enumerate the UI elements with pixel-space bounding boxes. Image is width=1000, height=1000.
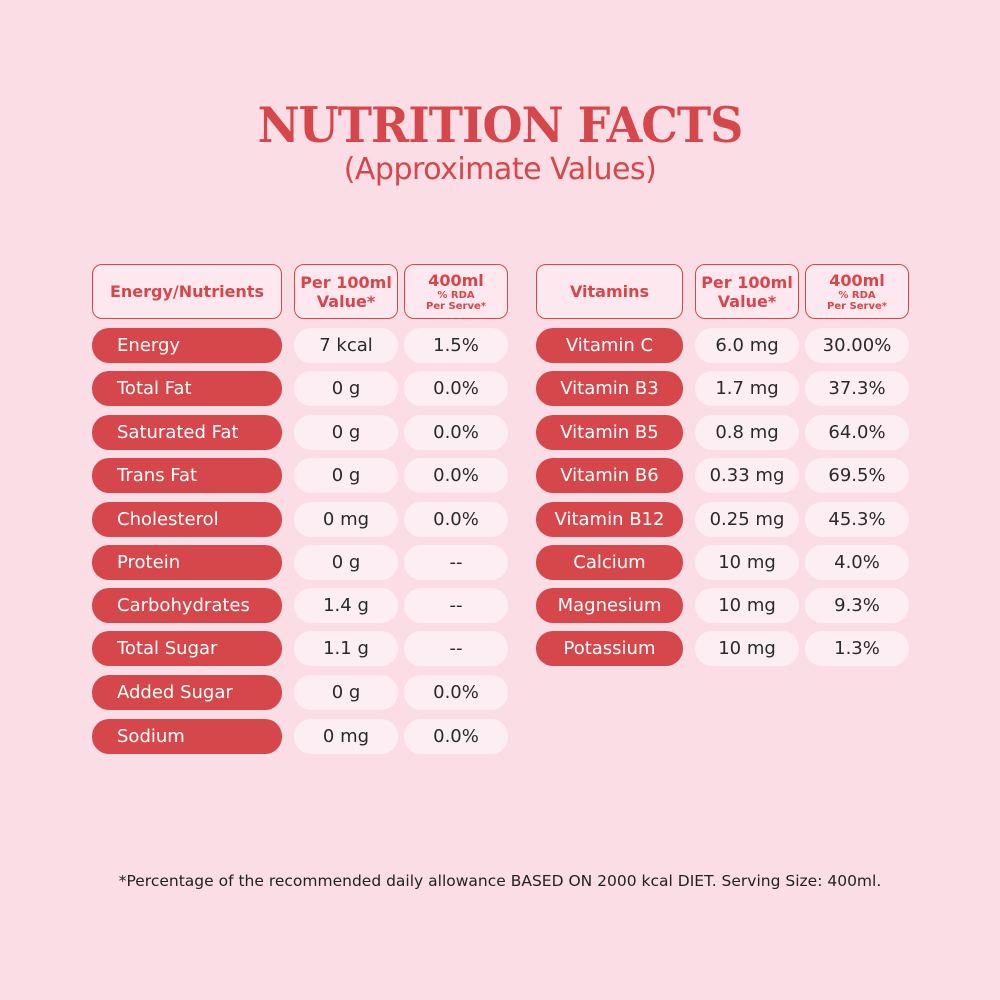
- left-row-name: Cholesterol: [92, 502, 282, 537]
- right-header-nutrient: Vitamins: [536, 264, 683, 319]
- left-header-rda: 400ml % RDA Per Serve*: [404, 264, 508, 319]
- left-row-rda: 0.0%: [404, 675, 508, 710]
- left-row-name: Protein: [92, 545, 282, 580]
- left-row-rda: 0.0%: [404, 371, 508, 406]
- left-row-per100: 0 g: [294, 371, 398, 406]
- left-row-per100: 0 g: [294, 458, 398, 493]
- left-row-per100: 1.4 g: [294, 588, 398, 623]
- right-row-name: Vitamin B6: [536, 458, 683, 493]
- right-row-name: Vitamin B12: [536, 502, 683, 537]
- right-row-name: Vitamin B5: [536, 415, 683, 450]
- left-row-per100: 1.1 g: [294, 631, 398, 666]
- left-row-per100: 0 g: [294, 545, 398, 580]
- left-row-rda: --: [404, 631, 508, 666]
- left-header-nutrient: Energy/Nutrients: [92, 264, 282, 319]
- right-row-per100: 10 mg: [695, 631, 799, 666]
- right-row-per100: 10 mg: [695, 588, 799, 623]
- right-row-rda: 1.3%: [805, 631, 909, 666]
- right-row-rda: 4.0%: [805, 545, 909, 580]
- right-header-per100: Per 100ml Value*: [695, 264, 799, 319]
- right-row-name: Magnesium: [536, 588, 683, 623]
- right-row-rda: 64.0%: [805, 415, 909, 450]
- left-row-rda: 0.0%: [404, 415, 508, 450]
- left-row-rda: 0.0%: [404, 719, 508, 754]
- right-header-rda: 400ml % RDA Per Serve*: [805, 264, 909, 319]
- left-row-rda: --: [404, 588, 508, 623]
- left-row-rda: 0.0%: [404, 502, 508, 537]
- right-row-per100: 10 mg: [695, 545, 799, 580]
- right-row-name: Calcium: [536, 545, 683, 580]
- page-title: NUTRITION FACTS: [257, 96, 744, 154]
- left-row-name: Saturated Fat: [92, 415, 282, 450]
- left-row-name: Carbohydrates: [92, 588, 282, 623]
- right-row-per100: 0.25 mg: [695, 502, 799, 537]
- left-row-name: Sodium: [92, 719, 282, 754]
- left-row-name: Added Sugar: [92, 675, 282, 710]
- left-row-rda: 0.0%: [404, 458, 508, 493]
- right-row-per100: 6.0 mg: [695, 328, 799, 363]
- left-row-rda: --: [404, 545, 508, 580]
- page-subtitle: (Approximate Values): [343, 152, 657, 187]
- right-row-name: Potassium: [536, 631, 683, 666]
- left-row-per100: 0 mg: [294, 502, 398, 537]
- right-row-name: Vitamin B3: [536, 371, 683, 406]
- right-row-per100: 1.7 mg: [695, 371, 799, 406]
- left-row-name: Energy: [92, 328, 282, 363]
- right-row-rda: 69.5%: [805, 458, 909, 493]
- left-row-per100: 0 g: [294, 675, 398, 710]
- left-row-name: Total Fat: [92, 371, 282, 406]
- left-row-rda: 1.5%: [404, 328, 508, 363]
- left-row-per100: 7 kcal: [294, 328, 398, 363]
- left-row-name: Total Sugar: [92, 631, 282, 666]
- footnote: *Percentage of the recommended daily all…: [118, 872, 882, 890]
- right-row-rda: 45.3%: [805, 502, 909, 537]
- left-row-per100: 0 mg: [294, 719, 398, 754]
- left-row-name: Trans Fat: [92, 458, 282, 493]
- right-row-rda: 9.3%: [805, 588, 909, 623]
- right-row-rda: 30.00%: [805, 328, 909, 363]
- right-row-per100: 0.33 mg: [695, 458, 799, 493]
- left-header-per100: Per 100ml Value*: [294, 264, 398, 319]
- right-row-per100: 0.8 mg: [695, 415, 799, 450]
- left-row-per100: 0 g: [294, 415, 398, 450]
- right-row-name: Vitamin C: [536, 328, 683, 363]
- right-row-rda: 37.3%: [805, 371, 909, 406]
